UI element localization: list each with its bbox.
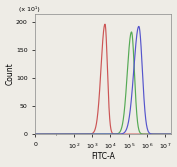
Text: (x 10¹): (x 10¹) <box>19 6 40 12</box>
X-axis label: FITC-A: FITC-A <box>91 152 115 161</box>
Y-axis label: Count: Count <box>5 63 15 86</box>
